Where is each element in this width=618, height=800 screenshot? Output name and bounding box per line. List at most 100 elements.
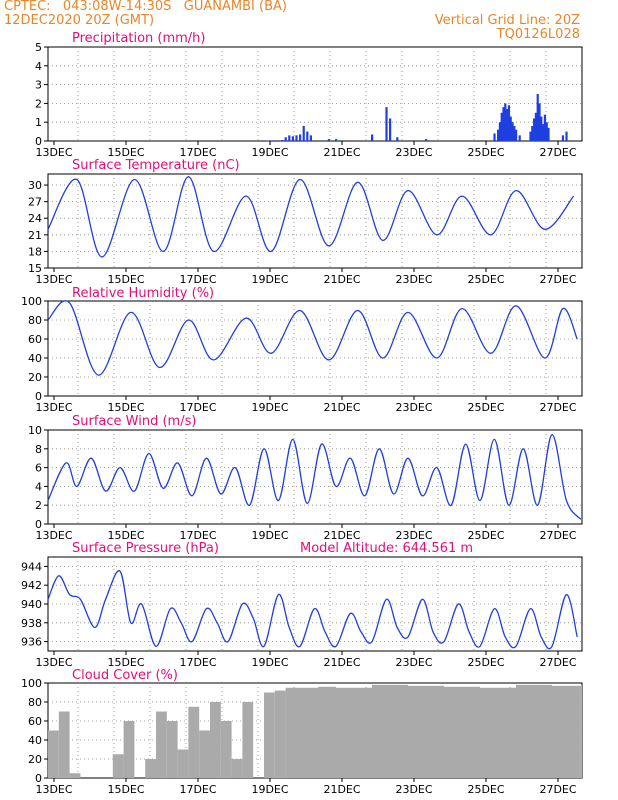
precip-bar xyxy=(545,122,548,141)
panel-1-xtick-label: 25DEC xyxy=(467,146,504,159)
panel-2-xtick-label: 19DEC xyxy=(251,273,288,286)
precip-bar xyxy=(504,103,507,141)
precip-bar xyxy=(540,116,543,141)
precip-bar xyxy=(547,127,550,141)
panel-3-xtick-label: 19DEC xyxy=(251,401,288,414)
panel-1-ytick-label: 5 xyxy=(35,41,42,54)
panel-3-xtick-label: 21DEC xyxy=(323,401,360,414)
panel-5-ytick-label: 942 xyxy=(21,579,42,592)
precip-bar xyxy=(565,131,568,141)
panel-6-title: Cloud Cover (%) xyxy=(72,668,178,683)
panel-6-ytick-label: 20 xyxy=(28,753,42,766)
panel-3-xtick-label: 15DEC xyxy=(107,401,144,414)
panel-4-ytick-label: 10 xyxy=(28,424,42,437)
panel-3-xtick-label: 27DEC xyxy=(539,401,576,414)
cloud-bar xyxy=(480,687,517,778)
panel-3-title: Relative Humidity (%) xyxy=(72,286,214,301)
panel-1-ytick-label: 0 xyxy=(35,135,42,148)
panel-5-ytick-label: 940 xyxy=(21,598,42,611)
cloud-bar xyxy=(242,702,254,778)
panel-6-xtick-label: 13DEC xyxy=(35,783,72,796)
precip-bar xyxy=(533,118,536,141)
panel-2-xtick-label: 27DEC xyxy=(539,273,576,286)
panel-1-xtick-label: 23DEC xyxy=(395,146,432,159)
panel-4-xtick-label: 15DEC xyxy=(107,529,144,542)
panel-6-xtick-label: 25DEC xyxy=(467,783,504,796)
panel-2-ytick-label: 30 xyxy=(28,179,42,192)
precip-bar xyxy=(309,135,313,141)
panel-5-line xyxy=(47,570,578,650)
panel-5-xtick-label: 23DEC xyxy=(395,656,432,669)
precip-bar xyxy=(288,135,291,141)
panel-1-ytick-label: 4 xyxy=(35,60,42,73)
cloud-bar xyxy=(220,721,232,778)
panel-1-xtick-label: 21DEC xyxy=(323,146,360,159)
precip-bar xyxy=(511,122,514,141)
panel-1-title: Precipitation (mm/h) xyxy=(72,31,205,46)
panel-5-ytick-label: 944 xyxy=(21,560,42,573)
cloud-bar xyxy=(274,690,286,778)
panel-1-ytick-label: 1 xyxy=(35,116,42,129)
panel-5-annotation: Model Altitude: 644.561 m xyxy=(300,541,473,556)
precip-bar xyxy=(518,135,521,141)
precip-bar xyxy=(371,134,374,141)
panel-3-ytick-label: 40 xyxy=(28,352,42,365)
panel-2-xtick-label: 25DEC xyxy=(467,273,504,286)
panel-4-ytick-label: 6 xyxy=(35,462,42,475)
precip-bar xyxy=(389,118,392,141)
cloud-bar xyxy=(145,759,157,778)
panel-3-xtick-label: 13DEC xyxy=(35,401,72,414)
panel-2-xtick-label: 21DEC xyxy=(323,273,360,286)
panel-3-xtick-label: 25DEC xyxy=(467,401,504,414)
cloud-bar xyxy=(199,730,211,778)
panel-4-ytick-label: 2 xyxy=(35,499,42,512)
panel-4-frame xyxy=(47,429,583,525)
panel-6-xtick-label: 15DEC xyxy=(107,783,144,796)
precip-bar xyxy=(561,135,565,141)
panel-6-ytick-label: 0 xyxy=(35,772,42,785)
panel-5-xtick-label: 17DEC xyxy=(179,656,216,669)
cloud-bar xyxy=(300,687,319,778)
panel-3-ytick-label: 100 xyxy=(21,295,42,308)
panel-6-ytick-label: 80 xyxy=(28,696,42,709)
cloud-bar xyxy=(372,684,409,778)
header-run-id: TQ0126L028 xyxy=(496,27,580,42)
cloud-bar xyxy=(69,773,81,778)
panel-4-ytick-label: 8 xyxy=(35,443,42,456)
precip-bar xyxy=(538,103,541,141)
panel-2-ytick-label: 21 xyxy=(28,229,42,242)
panel-2-xtick-label: 23DEC xyxy=(395,273,432,286)
panel-4-xtick-label: 27DEC xyxy=(539,529,576,542)
panel-1-xtick-label: 19DEC xyxy=(251,146,288,159)
panel-1-xtick-label: 15DEC xyxy=(107,146,144,159)
panel-3-ytick-label: 20 xyxy=(28,371,42,384)
panel-5-xtick-label: 21DEC xyxy=(323,656,360,669)
panel-3-xtick-label: 17DEC xyxy=(179,401,216,414)
cloud-bar xyxy=(264,692,275,778)
precip-bar xyxy=(335,139,338,141)
panel-5-xtick-label: 25DEC xyxy=(467,656,504,669)
cloud-bar xyxy=(166,721,178,778)
panel-5-xtick-label: 27DEC xyxy=(539,656,576,669)
panel-2-ytick-label: 15 xyxy=(28,262,42,275)
panel-1-xtick-label: 17DEC xyxy=(179,146,216,159)
precip-bar xyxy=(543,114,547,141)
precip-bar xyxy=(396,137,399,141)
cloud-bar xyxy=(552,685,581,778)
panel-2-xtick-label: 13DEC xyxy=(35,273,72,286)
panel-4-xtick-label: 21DEC xyxy=(323,529,360,542)
panel-4-line xyxy=(47,434,582,520)
panel-2-line xyxy=(47,176,575,258)
panel-4-xtick-label: 13DEC xyxy=(35,529,72,542)
panel-3-frame xyxy=(47,300,583,397)
panel-4-xtick-label: 25DEC xyxy=(467,529,504,542)
precip-bar xyxy=(299,134,302,141)
panel-5-xtick-label: 13DEC xyxy=(35,656,72,669)
cloud-bar xyxy=(210,702,221,778)
precip-bar xyxy=(385,107,388,141)
precip-bar xyxy=(531,125,534,141)
panel-2-title: Surface Temperature (nC) xyxy=(72,158,240,173)
panel-5-xtick-label: 19DEC xyxy=(251,656,288,669)
cloud-bar xyxy=(112,754,124,778)
